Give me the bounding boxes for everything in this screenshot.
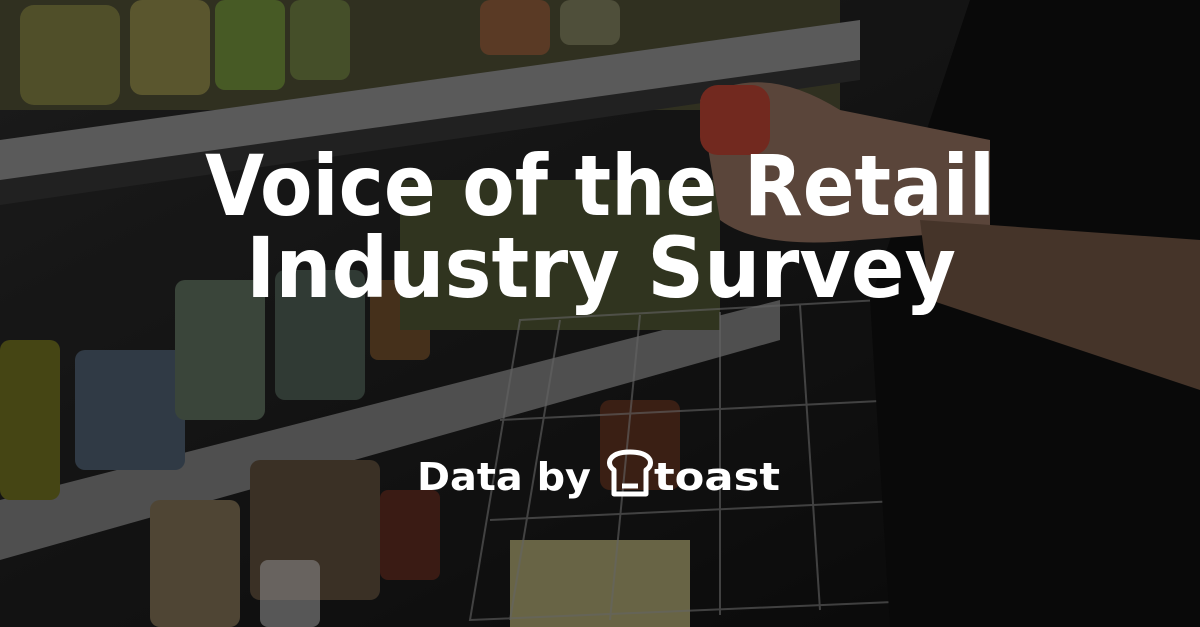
title-line: Industry Survey bbox=[246, 219, 956, 317]
title-line: Voice of the Retail bbox=[205, 137, 995, 235]
brand-name: toast bbox=[654, 455, 780, 499]
byline: Data by bbox=[417, 455, 591, 499]
toast-logo-icon bbox=[607, 449, 653, 497]
